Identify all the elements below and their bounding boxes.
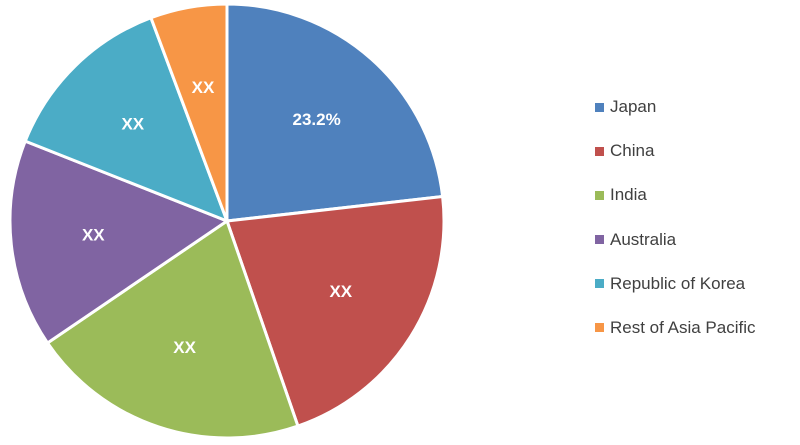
pie-slice-label-republic-of-korea: XX xyxy=(121,114,144,133)
legend-item-australia: Australia xyxy=(595,229,756,251)
pie-slice-republic-of-korea xyxy=(23,15,230,224)
legend-label: India xyxy=(610,185,647,205)
pie-slice-label-india: XX xyxy=(173,338,196,357)
legend-swatch xyxy=(595,102,604,112)
legend-item-india: India xyxy=(595,184,756,206)
legend-item-republic-of-korea: Republic of Korea xyxy=(595,273,756,295)
legend-swatch xyxy=(595,279,604,289)
pie-slice-label-rest-of-asia-pacific: XX xyxy=(192,78,215,97)
legend-item-japan: Japan xyxy=(595,96,756,118)
legend-swatch xyxy=(595,235,604,245)
legend-label: Rest of Asia Pacific xyxy=(610,317,756,337)
pie-slice-label-japan: 23.2% xyxy=(292,110,340,129)
legend-swatch xyxy=(595,146,604,156)
legend-swatch xyxy=(595,323,604,333)
pie-slice-japan xyxy=(225,2,445,223)
pie-slice-label-australia: XX xyxy=(82,225,105,244)
pie-slice-rest-of-asia-pacific xyxy=(148,2,229,222)
legend-label: Republic of Korea xyxy=(610,273,746,293)
legend-item-china: China xyxy=(595,140,756,162)
pie-slice-china xyxy=(224,194,446,428)
pie-slice-label-china: XX xyxy=(329,282,352,301)
pie-slice-india xyxy=(45,218,300,440)
legend-item-rest-of-asia-pacific: Rest of Asia Pacific xyxy=(595,317,756,339)
chart-legend: Japan China India Australia Republic of Kore… xyxy=(595,96,756,361)
legend-swatch xyxy=(595,190,604,200)
legend-label: Australia xyxy=(610,229,677,249)
legend-label: Japan xyxy=(610,97,657,116)
pie-slice-australia xyxy=(8,139,231,346)
legend-label: China xyxy=(610,141,655,161)
